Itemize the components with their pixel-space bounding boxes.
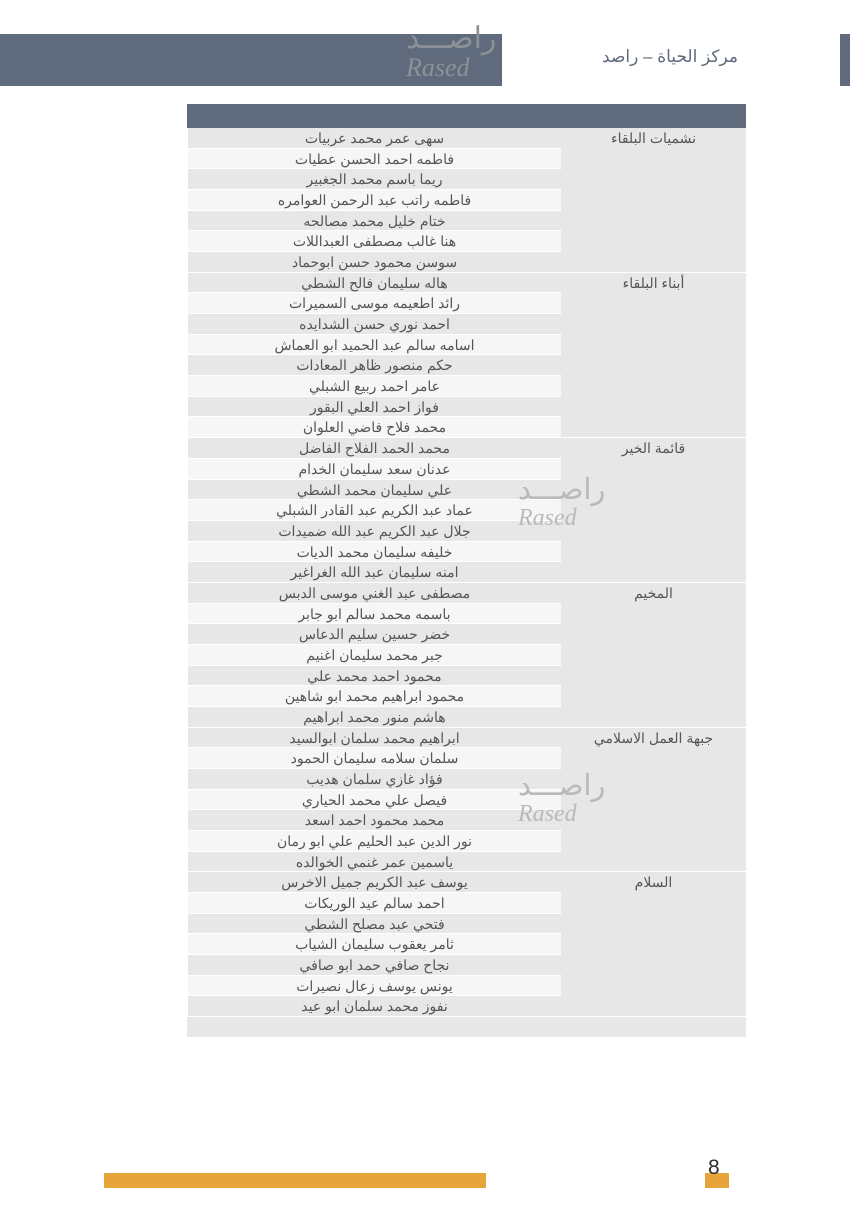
name-row: احمد سالم عيد الوريكات <box>187 893 561 914</box>
name-row: جبر محمد سليمان اغنيم <box>187 645 561 666</box>
name-row: هاشم منور محمد ابراهيم <box>187 707 561 728</box>
name-row: عدنان سعد سليمان الخدام <box>187 459 561 480</box>
name-row: حكم منصور ظاهر المعادات <box>187 355 561 376</box>
table-head-bar <box>187 104 746 128</box>
header-bar-right <box>840 34 850 86</box>
name-row: مصطفى عبد الغني موسى الدبس <box>187 583 561 604</box>
footer-accent-left <box>104 1173 486 1188</box>
name-row: ثامر يعقوب سليمان الشياب <box>187 934 561 955</box>
name-row: احمد نوري حسن الشدايده <box>187 314 561 335</box>
header-title: مركز الحياة – راصد <box>602 47 738 67</box>
name-row: فتحي عبد مصلح الشطي <box>187 914 561 935</box>
name-row: اسامه سالم عبد الحميد ابو العماش <box>187 335 561 356</box>
name-row: هنا غالب مصطفى العبداللات <box>187 231 561 252</box>
logo-main: راصـــد Rased <box>406 24 496 83</box>
name-row: امنه سليمان عبد الله الغراغير <box>187 562 561 583</box>
group-label: السلام <box>561 872 746 1017</box>
group-label: المخيم <box>561 583 746 728</box>
name-row: خليفه سليمان محمد الديات <box>187 542 561 563</box>
name-row: فواز احمد العلي البقور <box>187 397 561 418</box>
name-row: علي سليمان محمد الشطي <box>187 480 561 501</box>
name-row: باسمه محمد سالم ابو جابر <box>187 604 561 625</box>
group-label: قائمة الخير <box>561 438 746 583</box>
name-row: محمد فلاح فاضي العلوان <box>187 417 561 438</box>
name-row: يوسف عبد الكريم جميل الاخرس <box>187 872 561 893</box>
name-row: محمد محمود احمد اسعد <box>187 810 561 831</box>
name-row: سلمان سلامه سليمان الحمود <box>187 748 561 769</box>
name-row: نور الدين عبد الحليم علي ابو رمان <box>187 831 561 852</box>
group-label: أبناء البلقاء <box>561 273 746 438</box>
name-row: محمود احمد محمد علي <box>187 666 561 687</box>
name-row: عامر احمد ربيع الشبلي <box>187 376 561 397</box>
name-row: فيصل علي محمد الحياري <box>187 790 561 811</box>
name-row: ابراهيم محمد سلمان ابوالسيد <box>187 728 561 749</box>
group-label: نشميات البلقاء <box>561 128 746 273</box>
name-row: محمود ابراهيم محمد ابو شاهين <box>187 686 561 707</box>
name-row: ختام خليل محمد مصالحه <box>187 211 561 232</box>
name-row: نجاح صافي حمد ابو صافي <box>187 955 561 976</box>
name-row: خضر حسين سليم الدعاس <box>187 624 561 645</box>
name-row: محمد الحمد الفلاح الفاضل <box>187 438 561 459</box>
name-row: هاله سليمان فالح الشطي <box>187 273 561 294</box>
name-row: ريما باسم محمد الجغبير <box>187 169 561 190</box>
table-footer-row <box>187 1017 746 1038</box>
logo-english: Rased <box>406 54 496 83</box>
name-row: يونس يوسف زعال نصيرات <box>187 976 561 997</box>
name-row: سهى عمر محمد عربيات <box>187 128 561 149</box>
logo-arabic: راصـــد <box>406 24 496 54</box>
name-row: سوسن محمود حسن ابوحماد <box>187 252 561 273</box>
page-number: 8 <box>708 1156 720 1180</box>
name-row: فاطمه راتب عبد الرحمن العوامره <box>187 190 561 211</box>
name-row: فؤاد غازي سلمان هديب <box>187 769 561 790</box>
name-row: ياسمين عمر غنمي الخوالده <box>187 852 561 873</box>
name-row: نفوز محمد سلمان ابو عيد <box>187 996 561 1017</box>
name-row: جلال عبد الكريم عبد الله ضميدات <box>187 521 561 542</box>
names-table: نشميات البلقاءسهى عمر محمد عربياتفاطمه ا… <box>187 104 746 1038</box>
name-row: فاطمه احمد الحسن عطيات <box>187 149 561 170</box>
name-row: عماد عبد الكريم عبد القادر الشبلي <box>187 500 561 521</box>
name-row: رائد اطعيمه موسى السميرات <box>187 293 561 314</box>
group-label: جبهة العمل الاسلامي <box>561 728 746 873</box>
